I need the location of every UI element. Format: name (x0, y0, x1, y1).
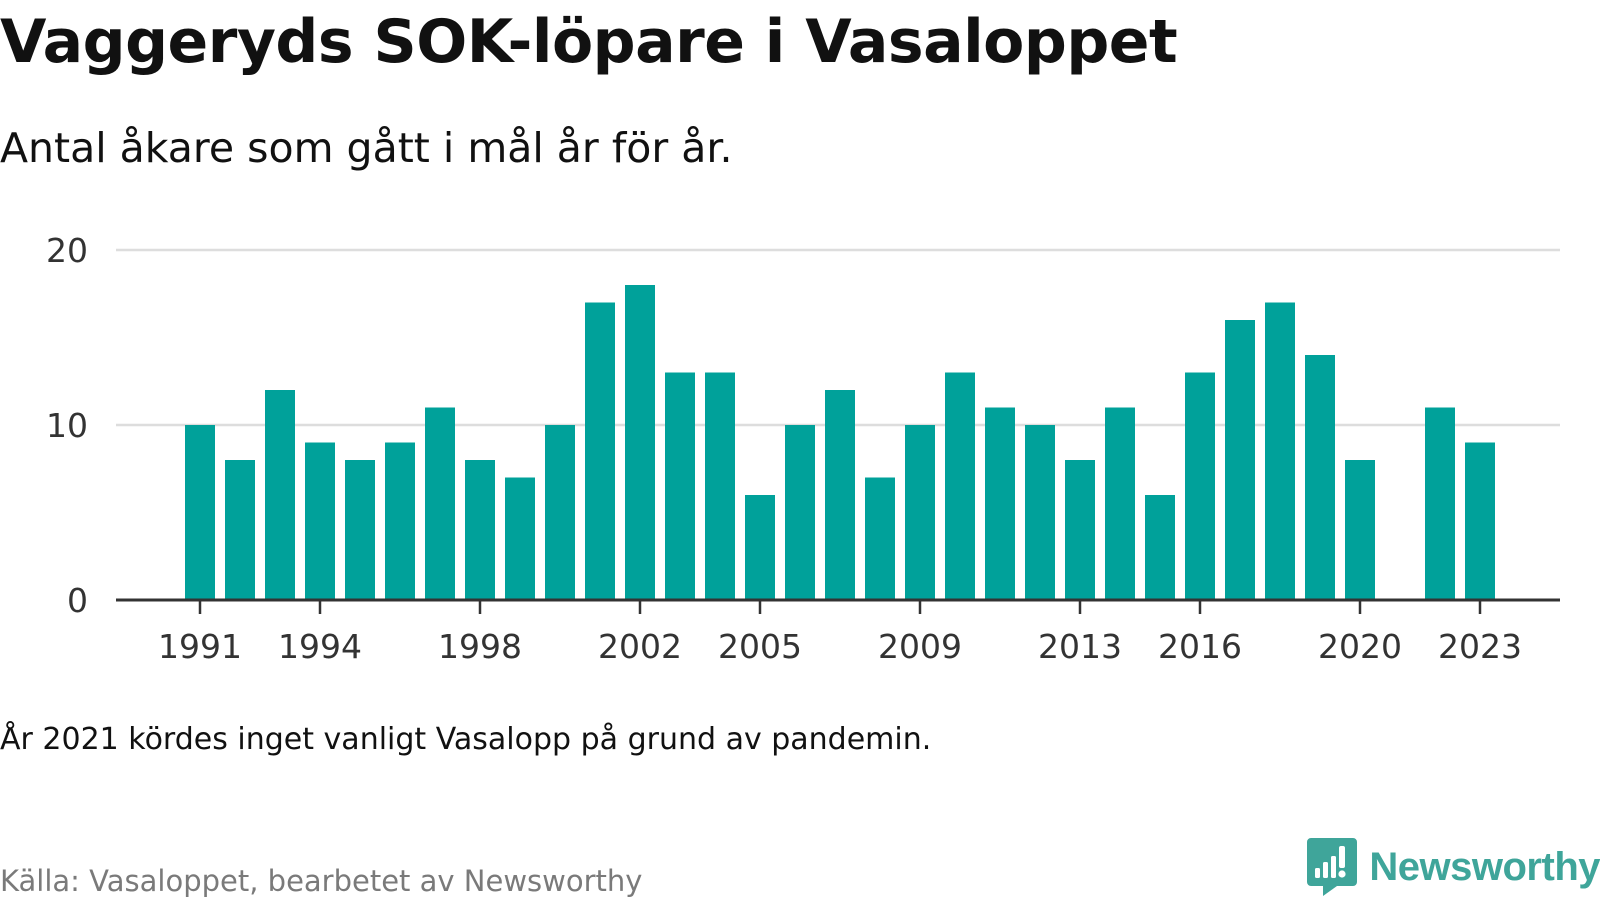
bar-1992 (225, 460, 255, 600)
bar-2022 (1425, 407, 1455, 600)
bar-2014 (1105, 407, 1135, 600)
x-tick-label-2005: 2005 (718, 627, 802, 666)
x-tick-label-2016: 2016 (1158, 627, 1242, 666)
x-axis-ticks: 1991 1994 1998 2002 2005 2009 2013 2016 2020 2023 (158, 600, 1522, 666)
bar-2020 (1345, 460, 1375, 600)
bar-chart-logo-icon (1307, 838, 1358, 896)
bar-1993 (265, 390, 295, 600)
bar-2006 (785, 425, 815, 600)
bar-2001 (585, 302, 615, 600)
bar-2009 (905, 425, 935, 600)
bar-1997 (425, 407, 455, 600)
bar-1998 (465, 460, 495, 600)
x-tick-label-2002: 2002 (598, 627, 682, 666)
bar-2017 (1225, 320, 1255, 600)
bar-2004 (705, 372, 735, 600)
bar-2008 (865, 477, 895, 600)
bar-chart: 0 10 20 1991 1994 1998 2002 2005 2009 2013 2016 20… (46, 231, 1560, 666)
bar-2012 (1025, 425, 1055, 600)
bar-2000 (545, 425, 575, 600)
x-tick-label-2009: 2009 (878, 627, 962, 666)
y-tick-label-20: 20 (46, 231, 88, 270)
x-tick-label-2013: 2013 (1038, 627, 1122, 666)
brand-name: Newsworthy (1369, 845, 1600, 889)
chart-title: Vaggeryds SOK-löpare i Vasaloppet (0, 7, 1178, 77)
x-tick-label-2020: 2020 (1318, 627, 1402, 666)
chart-subtitle: Antal åkare som gått i mål år för år. (0, 124, 733, 172)
x-tick-label-1998: 1998 (438, 627, 522, 666)
x-tick-label-1994: 1994 (278, 627, 362, 666)
bar-1991 (185, 425, 215, 600)
bar-1995 (345, 460, 375, 600)
bar-2023 (1465, 442, 1495, 600)
footnote: År 2021 kördes inget vanligt Vasalopp på… (0, 722, 932, 757)
bar-1996 (385, 442, 415, 600)
bars (185, 285, 1495, 600)
bar-2013 (1065, 460, 1095, 600)
y-tick-label-10: 10 (46, 406, 88, 445)
bar-2018 (1265, 302, 1295, 600)
bar-2016 (1185, 372, 1215, 600)
bar-1994 (305, 442, 335, 600)
y-tick-label-0: 0 (67, 581, 88, 620)
bar-2003 (665, 372, 695, 600)
x-tick-label-2023: 2023 (1438, 627, 1522, 666)
bar-2010 (945, 372, 975, 600)
bar-2015 (1145, 495, 1175, 600)
bar-2007 (825, 390, 855, 600)
bar-2011 (985, 407, 1015, 600)
x-tick-label-1991: 1991 (158, 627, 242, 666)
source-credit: Källa: Vasaloppet, bearbetet av Newswort… (0, 864, 643, 898)
bar-2019 (1305, 355, 1335, 600)
y-axis-ticks: 0 10 20 (46, 231, 88, 620)
bar-1999 (505, 477, 535, 600)
newsworthy-logo: Newsworthy (1307, 838, 1600, 896)
bar-2002 (625, 285, 655, 600)
bar-2005 (745, 495, 775, 600)
